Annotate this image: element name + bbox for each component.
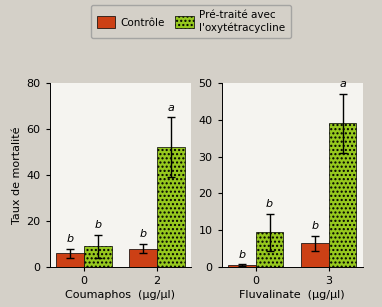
Text: a: a [167, 103, 174, 113]
Bar [329, 123, 356, 267]
X-axis label: Coumaphos  (μg/μl): Coumaphos (μg/μl) [65, 290, 175, 300]
Bar [256, 232, 283, 267]
Text: b: b [66, 234, 73, 244]
Text: b: b [94, 220, 101, 230]
Bar [157, 147, 185, 267]
Text: b: b [266, 199, 273, 209]
Text: b: b [139, 229, 147, 239]
Y-axis label: Taux de mortalité: Taux de mortalité [12, 126, 22, 224]
Text: a: a [339, 79, 346, 89]
Text: b: b [238, 250, 245, 259]
Bar [129, 249, 157, 267]
Bar [301, 243, 329, 267]
Bar [228, 265, 256, 267]
Bar [84, 246, 112, 267]
Text: b: b [311, 221, 319, 231]
Legend: Contrôle, Pré-traité avec
l'oxytétracycline: Contrôle, Pré-traité avec l'oxytétracycl… [91, 5, 291, 38]
X-axis label: Fluvalinate  (μg/μl): Fluvalinate (μg/μl) [240, 290, 345, 300]
Bar [56, 253, 84, 267]
